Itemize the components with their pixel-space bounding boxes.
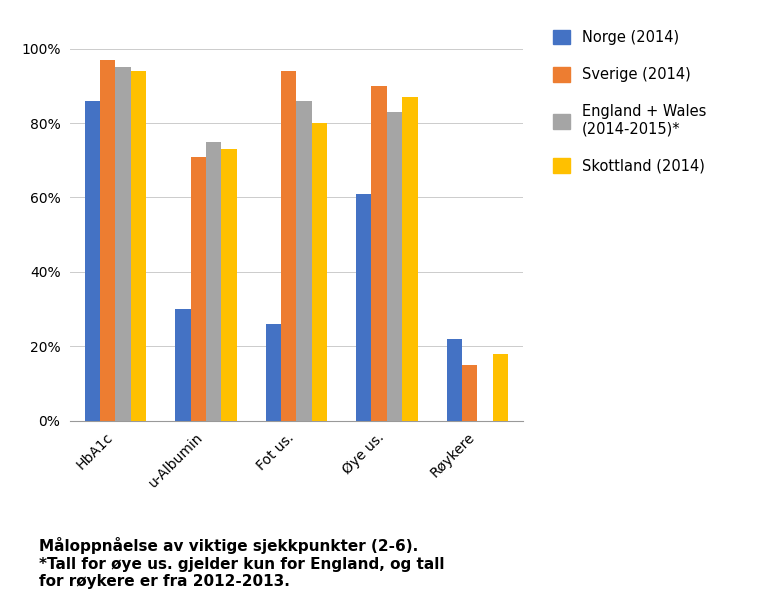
Bar <box>131 71 146 421</box>
Bar <box>100 60 115 421</box>
Bar <box>462 365 477 421</box>
Bar <box>222 149 236 421</box>
Bar <box>296 101 312 421</box>
Bar <box>402 97 417 421</box>
Bar <box>371 86 387 421</box>
Bar <box>190 156 206 421</box>
Bar <box>387 112 402 421</box>
Bar <box>85 101 100 421</box>
Bar <box>356 194 371 421</box>
Bar <box>115 67 131 421</box>
Text: Måloppnåelse av viktige sjekkpunkter (2-6).
*Tall for øye us. gjelder kun for En: Måloppnåelse av viktige sjekkpunkter (2-… <box>39 537 445 589</box>
Bar <box>312 123 327 421</box>
Legend: Norge (2014), Sverige (2014), England + Wales
(2014-2015)*, Skottland (2014): Norge (2014), Sverige (2014), England + … <box>552 29 706 174</box>
Bar <box>447 339 462 421</box>
Bar <box>266 324 281 421</box>
Bar <box>281 71 296 421</box>
Bar <box>176 309 190 421</box>
Bar <box>206 142 222 421</box>
Bar <box>493 354 508 421</box>
